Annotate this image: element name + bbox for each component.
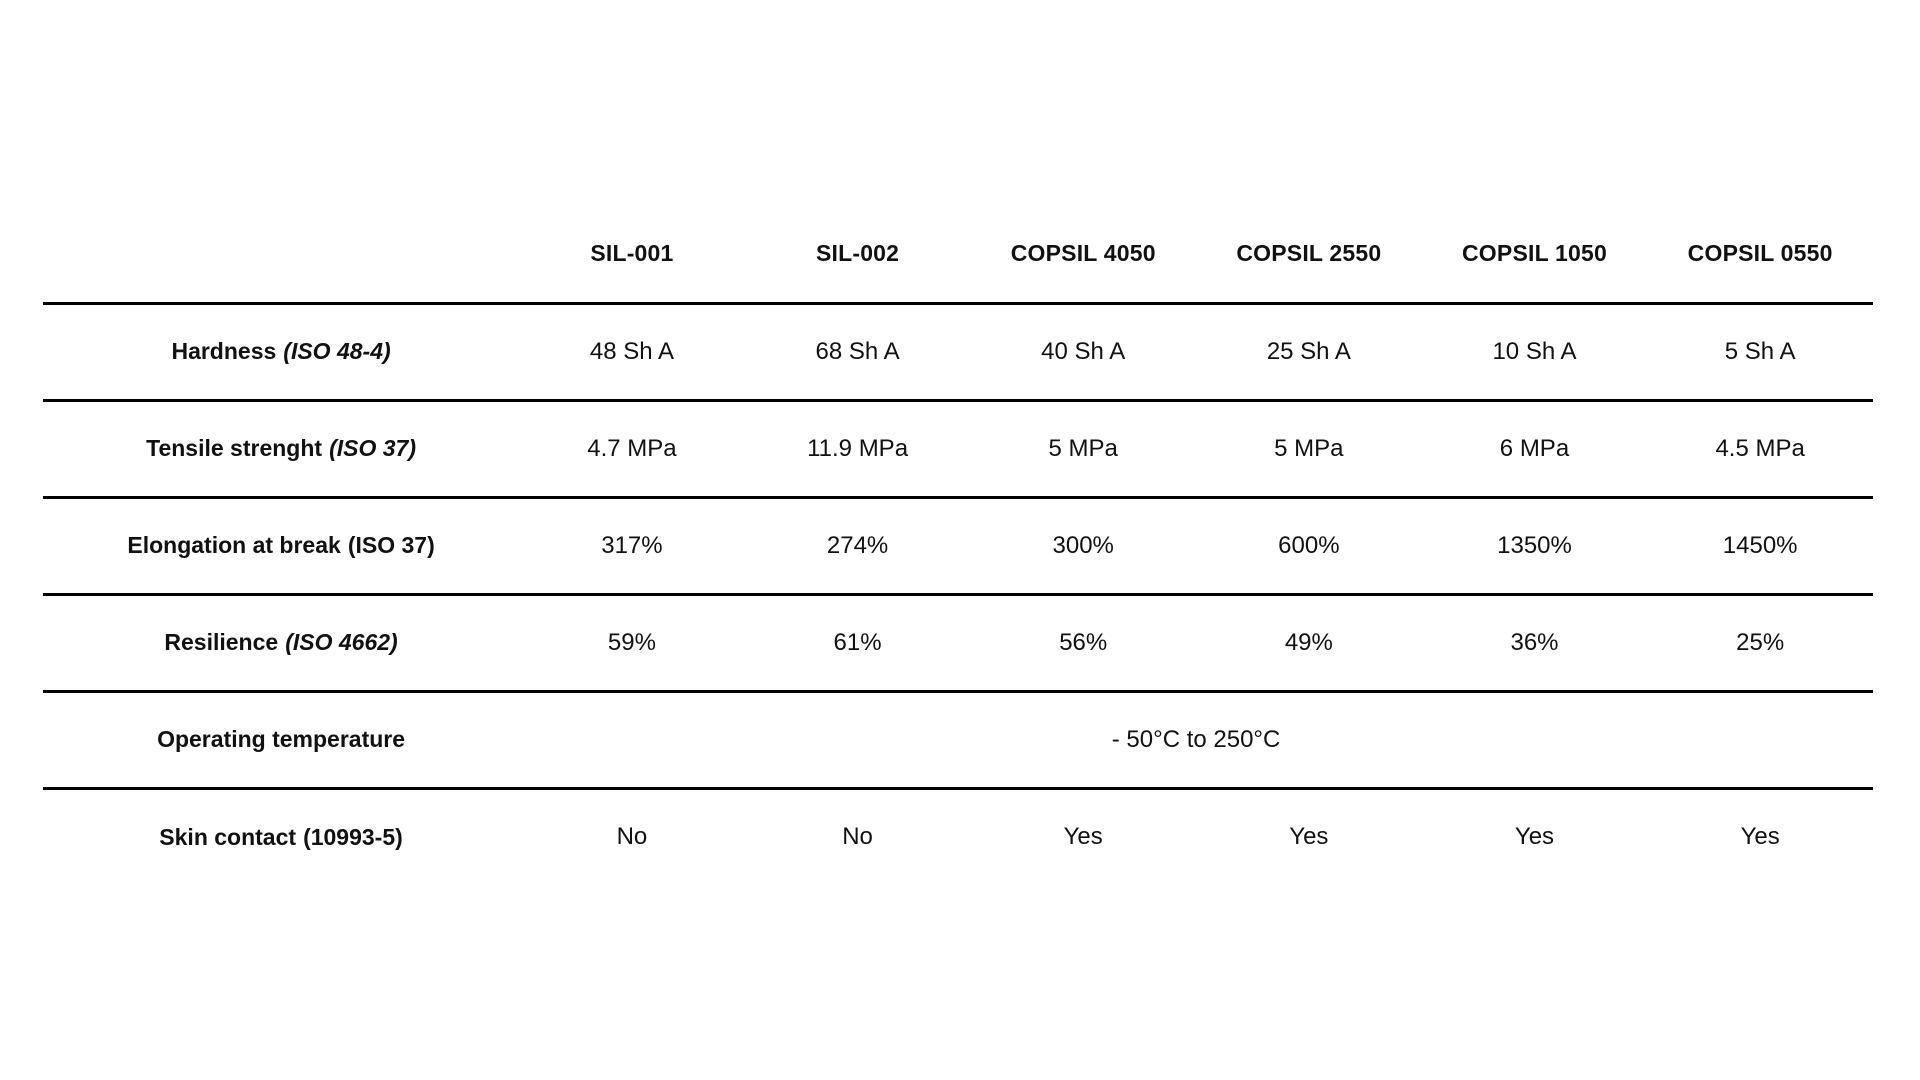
- cell-value: 5 MPa: [970, 400, 1197, 499]
- cell-value: 317%: [519, 497, 745, 596]
- cell-value: 25 Sh A: [1196, 303, 1422, 402]
- header-row: SIL-001 SIL-002 COPSIL 4050 COPSIL 2550 …: [43, 206, 1873, 305]
- row-label-hardness: Hardness (ISO 48-4): [43, 303, 520, 402]
- cell-value: 5 Sh A: [1647, 303, 1873, 402]
- header-spacer: [43, 206, 520, 305]
- cell-value: 36%: [1421, 594, 1648, 693]
- cell-value: 600%: [1196, 497, 1422, 596]
- cell-value: 5 MPa: [1196, 400, 1422, 499]
- cell-value: No: [616, 823, 648, 851]
- row-label-standard: (ISO 4662): [285, 629, 398, 655]
- row-label-elongation: Elongation at break (ISO 37): [43, 497, 520, 596]
- cell-value: 48 Sh A: [519, 303, 745, 402]
- row-label-text: Operating temperature: [157, 726, 406, 752]
- cell-value: 4.7 MPa: [519, 400, 745, 499]
- row-label-standard: (ISO 37): [347, 532, 435, 558]
- cell-value: 6 MPa: [1421, 400, 1648, 499]
- row-label-standard: (ISO 48-4): [283, 338, 391, 364]
- row-label-standard: (10993-5): [303, 823, 403, 850]
- column-header-copsil-0550: COPSIL 0550: [1647, 206, 1873, 305]
- cell-value: 4.5 MPa: [1647, 400, 1873, 499]
- cell-value: 49%: [1196, 594, 1422, 693]
- table-row-elongation: Elongation at break (ISO 37) 317% 274% 30…: [43, 497, 1873, 596]
- column-header-copsil-4050: COPSIL 4050: [970, 206, 1197, 305]
- cell-value: 300%: [970, 497, 1197, 596]
- cell-value: Yes: [1514, 823, 1555, 851]
- table-header: SIL-001 SIL-002 COPSIL 4050 COPSIL 2550 …: [43, 206, 1873, 305]
- row-label-operating-temperature: Operating temperature: [43, 691, 520, 790]
- cell-value: 1350%: [1421, 497, 1648, 596]
- table-row-hardness: Hardness (ISO 48-4) 48 Sh A 68 Sh A 40 Sh…: [43, 303, 1873, 402]
- row-label-text: Skin contact: [159, 823, 297, 850]
- row-label-text: Resilience: [164, 629, 279, 655]
- table-row-operating-temperature: Operating temperature - 50°C to 250°C: [43, 691, 1873, 790]
- cell-value: 1450%: [1647, 497, 1873, 596]
- row-label-text: Elongation at break: [127, 532, 341, 558]
- material-properties-table: SIL-001 SIL-002 COPSIL 4050 COPSIL 2550 …: [43, 206, 1873, 885]
- row-label-text: Tensile strenght: [146, 435, 323, 461]
- row-label-text: Hardness: [171, 338, 277, 364]
- cell-value: 274%: [744, 497, 971, 596]
- cell-value: 11.9 MPa: [744, 400, 971, 499]
- cell-value: Yes: [1289, 823, 1329, 851]
- row-label-standard: (ISO 37): [329, 435, 416, 461]
- row-label-tensile-strength: Tensile strenght (ISO 37): [43, 400, 520, 499]
- cell-value: 59%: [519, 594, 745, 693]
- cell-value: 40 Sh A: [970, 303, 1197, 402]
- cell-value: 10 Sh A: [1421, 303, 1648, 402]
- cell-value: 56%: [970, 594, 1197, 693]
- table-row-tensile-strength: Tensile strenght (ISO 37) 4.7 MPa 11.9 MP…: [43, 400, 1873, 499]
- cell-value: No: [842, 823, 873, 851]
- row-label-skin-contact: Skin contact (10993-5): [43, 788, 519, 885]
- cell-value: 61%: [744, 594, 971, 693]
- cell-value: Yes: [1063, 823, 1103, 851]
- column-header-sil-002: SIL-002: [744, 206, 971, 305]
- cell-value: 68 Sh A: [744, 303, 971, 402]
- table-row-resilience: Resilience (ISO 4662) 59% 61% 56% 49% 36%…: [43, 594, 1873, 693]
- column-header-copsil-1050: COPSIL 1050: [1421, 206, 1648, 305]
- cell-value-span: - 50°C to 250°C: [519, 691, 1873, 790]
- column-header-sil-001: SIL-001: [519, 206, 745, 305]
- cell-value: 25%: [1647, 594, 1873, 693]
- table-body: Hardness (ISO 48-4) 48 Sh A 68 Sh A 40 Sh…: [43, 303, 1873, 885]
- row-label-resilience: Resilience (ISO 4662): [43, 594, 520, 693]
- table-row-skin-contact: Skin contact (10993-5) No No Yes Yes Yes …: [43, 788, 1873, 885]
- cell-value: Yes: [1740, 823, 1780, 851]
- column-header-copsil-2550: COPSIL 2550: [1196, 206, 1422, 305]
